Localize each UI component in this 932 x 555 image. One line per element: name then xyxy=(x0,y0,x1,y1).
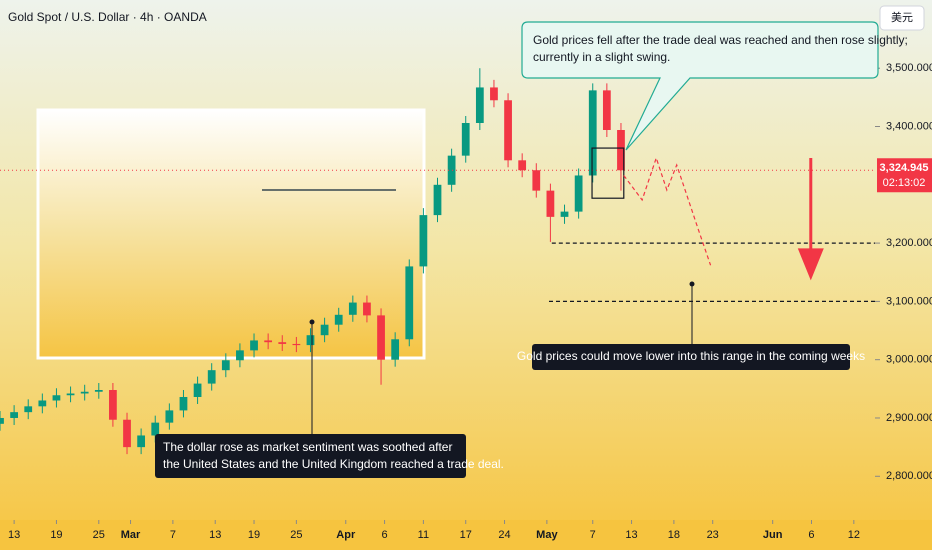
y-tick-label: 3,400.000 xyxy=(886,120,932,132)
currency-button-label[interactable]: 美元 xyxy=(891,11,913,24)
candle-body xyxy=(574,175,583,212)
x-tick-label: 13 xyxy=(625,529,637,541)
candle-body xyxy=(320,324,329,336)
inset-screenshot xyxy=(36,108,426,360)
candle-body xyxy=(123,419,131,448)
candle-body xyxy=(80,391,89,394)
chart-title: Gold Spot / U.S. Dollar · 4h · OANDA xyxy=(8,10,207,24)
y-tick-label: 3,200.000 xyxy=(886,237,932,249)
y-tick-label: 2,900.000 xyxy=(886,412,932,424)
x-tick-label: Mar xyxy=(121,529,141,541)
candle-body xyxy=(348,302,357,315)
y-tick-label: 3,500.000 xyxy=(886,62,932,74)
x-tick-label: 6 xyxy=(808,529,814,541)
candle-body xyxy=(250,340,258,351)
candle-body xyxy=(109,390,117,420)
callout-range-text: Gold prices could move lower into this r… xyxy=(517,349,865,363)
candle-body xyxy=(38,400,47,407)
callout-dollar-text: The dollar rose as market sentiment was … xyxy=(163,440,452,454)
x-tick-label: 7 xyxy=(590,529,596,541)
x-axis-bar xyxy=(0,520,932,550)
x-tick-label: 7 xyxy=(170,529,176,541)
candle-body xyxy=(306,335,315,346)
x-tick-label: 23 xyxy=(707,529,719,541)
candle-body xyxy=(504,100,512,161)
x-tick-label: Jun xyxy=(763,529,783,541)
candle-body xyxy=(447,155,456,185)
candle-body xyxy=(151,422,160,436)
candle-body xyxy=(278,342,287,344)
candle-body xyxy=(617,130,625,171)
candle-body xyxy=(475,87,484,124)
candle-body xyxy=(588,90,597,176)
candle-body xyxy=(10,412,18,418)
x-tick-label: 17 xyxy=(460,529,472,541)
y-tick-label: 3,000.000 xyxy=(886,354,932,366)
candle-body xyxy=(24,406,33,413)
candle-body xyxy=(193,383,202,397)
candle-body xyxy=(334,314,343,325)
x-tick-label: 13 xyxy=(209,529,221,541)
candle-body xyxy=(236,350,244,361)
x-tick-label: 12 xyxy=(848,529,860,541)
x-tick-label: 24 xyxy=(498,529,510,541)
candle-body xyxy=(377,315,385,360)
candle-body xyxy=(66,393,75,396)
x-tick-label: 19 xyxy=(50,529,62,541)
candle-body xyxy=(0,417,4,424)
x-tick-label: 11 xyxy=(418,529,429,541)
candle-body xyxy=(433,184,442,216)
range-dot xyxy=(689,281,695,287)
candle-body xyxy=(546,190,555,217)
candle-body xyxy=(292,343,301,346)
x-tick-label: 6 xyxy=(382,529,388,541)
candle-body xyxy=(363,302,371,316)
candle-body xyxy=(405,266,414,340)
x-tick-label: May xyxy=(536,529,558,541)
candle-body xyxy=(461,123,470,156)
x-tick-label: 13 xyxy=(8,529,20,541)
candle-body xyxy=(94,390,103,392)
projection-path xyxy=(623,156,712,266)
callout-range xyxy=(532,344,850,370)
candle-body xyxy=(518,160,527,171)
down-arrow-head xyxy=(797,248,824,281)
candle-body xyxy=(264,340,273,343)
countdown: 02:13:02 xyxy=(883,177,926,189)
candle-body xyxy=(52,395,61,401)
candle-body xyxy=(602,90,611,130)
y-tick-label: 3,100.000 xyxy=(886,295,932,307)
x-tick-label: 25 xyxy=(290,529,302,541)
x-tick-label: 19 xyxy=(248,529,260,541)
currency-button[interactable] xyxy=(879,5,925,31)
current-price-label: 3,324.945 xyxy=(880,162,929,174)
current-price-box xyxy=(877,158,932,193)
candle-body xyxy=(560,211,569,217)
y-tick-label: 2,800.000 xyxy=(886,470,932,482)
x-tick-label: 25 xyxy=(93,529,105,541)
candle-body xyxy=(490,87,498,101)
x-tick-label: 18 xyxy=(668,529,680,541)
x-tick-label: Apr xyxy=(336,529,356,541)
candle-body xyxy=(221,360,230,371)
candle-body xyxy=(179,396,188,411)
callout-top-text: currently in a slight swing. xyxy=(533,50,670,64)
candle-body xyxy=(532,170,541,191)
dollar-dot xyxy=(309,319,315,325)
candle-body xyxy=(165,410,174,423)
callout-dollar xyxy=(155,434,466,478)
candle-body xyxy=(391,339,400,360)
candle-body xyxy=(137,435,146,448)
callout-dollar-text: the United States and the United Kingdom… xyxy=(163,457,504,471)
highlight-box xyxy=(591,147,625,199)
callout-top xyxy=(521,21,879,151)
callout-top-text: Gold prices fell after the trade deal wa… xyxy=(533,33,908,47)
candle-body xyxy=(419,215,428,267)
candle-body xyxy=(207,370,216,384)
